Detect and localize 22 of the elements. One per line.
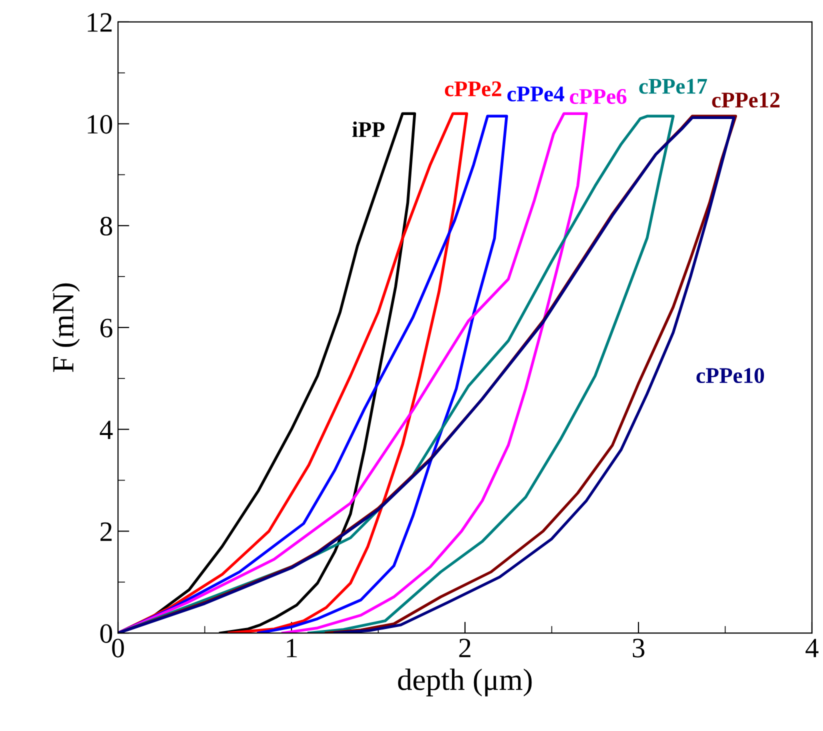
y-tick-label: 12 (88, 13, 112, 32)
x-axis-title: depth (μm) (398, 668, 532, 696)
series-label: cPPe4 (507, 86, 564, 102)
series-label: cPPe12 (712, 92, 780, 108)
y-tick-label: 2 (100, 522, 112, 541)
series-label: iPP (352, 121, 385, 137)
x-tick-label: 0 (112, 638, 124, 658)
line-series (118, 112, 588, 634)
series-label: cPPe2 (444, 81, 502, 96)
x-tick-label: 2 (459, 638, 470, 658)
series-label: cPPe10 (696, 368, 764, 384)
y-tick-label: 4 (100, 420, 113, 439)
y-tick-label: 6 (100, 318, 112, 338)
y-axis-title: F (mN) (52, 283, 80, 372)
series-label: cPPe6 (570, 89, 626, 104)
series-label: cPPe17 (639, 78, 708, 94)
y-tick-label: 0 (100, 624, 112, 643)
x-tick-label: 3 (632, 638, 644, 658)
x-tick-label: 1 (287, 638, 297, 658)
x-tick-label: 4 (806, 638, 818, 658)
y-tick-label: 10 (88, 114, 112, 134)
y-tick-label: 8 (100, 216, 112, 236)
